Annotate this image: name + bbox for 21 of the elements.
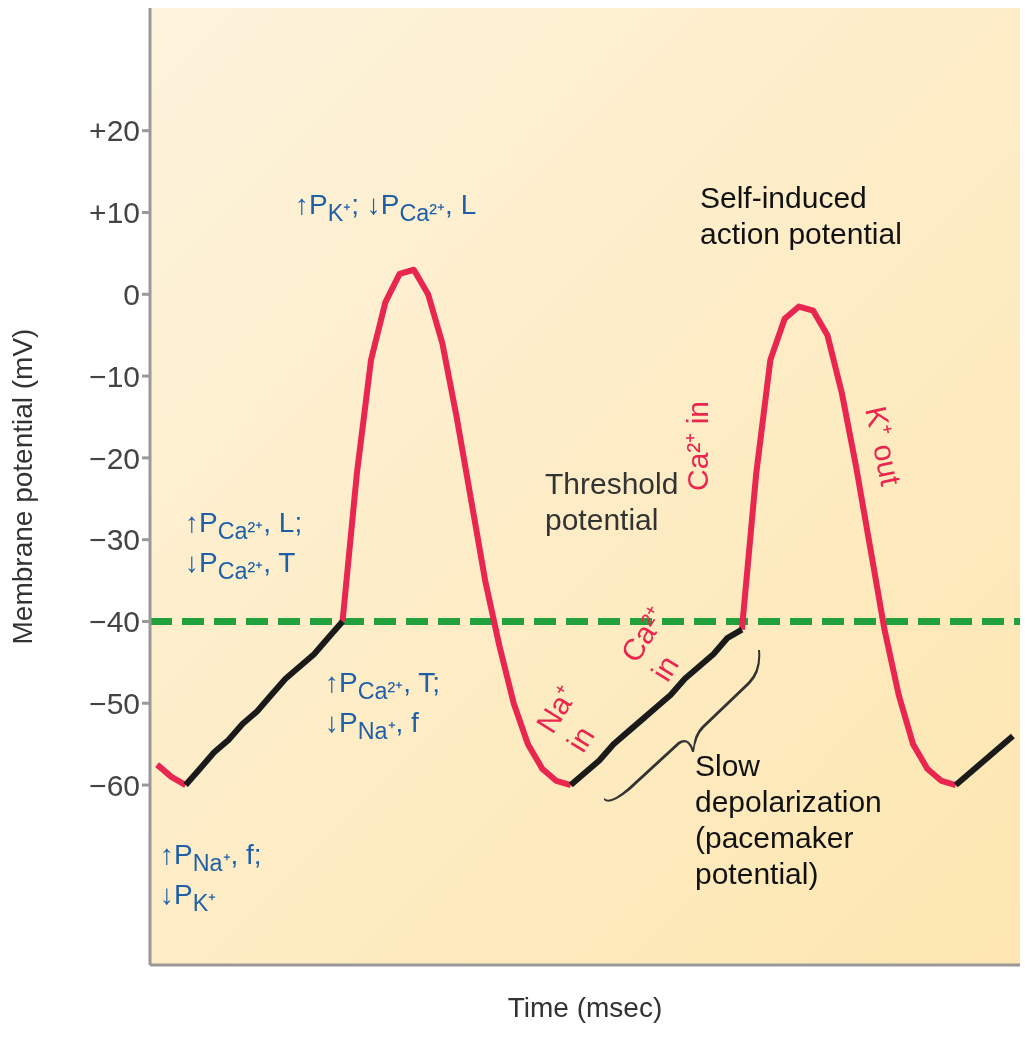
annotation: Self-induced action potential <box>700 180 902 252</box>
x-axis-title: Time (msec) <box>507 992 663 1023</box>
y-tick-label: −50 <box>89 686 140 720</box>
y-tick-label: −40 <box>89 605 140 639</box>
y-tick-label: −60 <box>89 768 140 802</box>
y-tick-label: −30 <box>89 523 140 557</box>
ref-line-label: Threshold potential <box>545 466 679 538</box>
text: ↑P$_{Ca²⁺}$, T; ↓P$_{Na⁺}$, f <box>325 667 441 744</box>
y-tick-label: 0 <box>123 277 140 311</box>
y-axis-title: Membrane potential (mV) <box>6 328 38 645</box>
text: ↑P$_{Ca²⁺}$, L; ↓P$_{Ca²⁺}$, T <box>185 507 303 584</box>
annotation: K⁺ out <box>858 403 909 489</box>
annotation: Ca²⁺ in <box>680 400 715 492</box>
annotation: ↑P$_{K⁺}$; ↓P$_{Ca²⁺}$, L <box>295 188 477 228</box>
annotation: Slow depolarization (pacemaker potential) <box>695 748 882 892</box>
annotation: Na⁺ in <box>528 679 602 759</box>
text: ↑P$_{Na⁺}$, f; ↓P$_{K⁺}$ <box>160 839 262 916</box>
y-tick-label: −20 <box>89 441 140 475</box>
y-tick-label: +10 <box>89 196 140 230</box>
y-tick-label: −10 <box>89 359 140 393</box>
y-tick-label: +20 <box>89 114 140 148</box>
